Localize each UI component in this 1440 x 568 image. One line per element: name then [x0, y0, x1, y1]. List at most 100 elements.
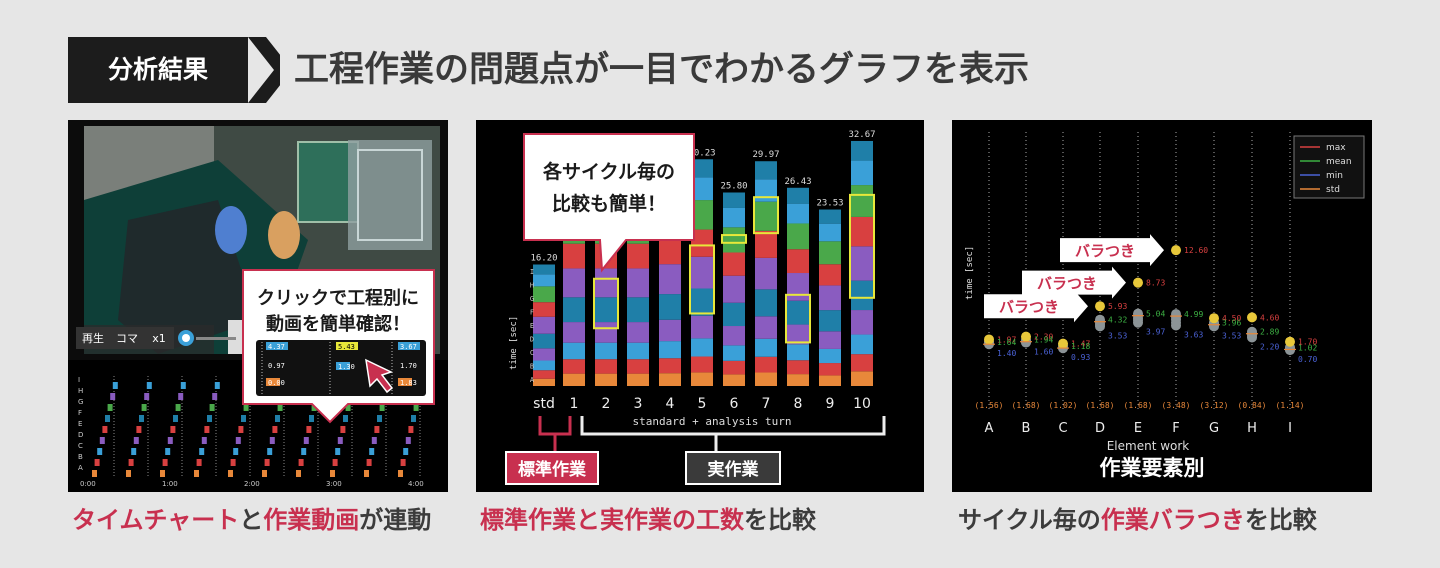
- timechart-step[interactable]: [102, 426, 108, 433]
- scatter-max-point[interactable]: [1095, 301, 1105, 312]
- timechart-step[interactable]: [364, 470, 369, 477]
- bar-segment[interactable]: [533, 316, 555, 334]
- timechart-step[interactable]: [296, 470, 301, 477]
- timechart-step[interactable]: [366, 459, 372, 466]
- timechart-step[interactable]: [267, 448, 273, 455]
- bar-segment[interactable]: [755, 289, 777, 317]
- timechart-step[interactable]: [262, 470, 267, 477]
- timechart-step[interactable]: [269, 437, 275, 444]
- bar-segment[interactable]: [723, 207, 745, 228]
- bar-segment[interactable]: [851, 371, 873, 386]
- timechart-step[interactable]: [272, 426, 278, 433]
- bar-segment[interactable]: [755, 316, 777, 339]
- bar-segment[interactable]: [723, 345, 745, 361]
- timechart-step[interactable]: [139, 415, 144, 422]
- bar-segment[interactable]: [819, 285, 841, 311]
- timechart-step[interactable]: [212, 393, 218, 400]
- bar-segment[interactable]: [691, 338, 713, 357]
- timechart-step[interactable]: [173, 415, 178, 422]
- timechart-step[interactable]: [199, 448, 205, 455]
- bar-segment[interactable]: [659, 294, 681, 320]
- bar-segment[interactable]: [533, 302, 555, 317]
- bar-segment[interactable]: [659, 341, 681, 359]
- timechart-step[interactable]: [309, 415, 314, 422]
- bar-segment[interactable]: [627, 359, 649, 374]
- bar-segment[interactable]: [627, 342, 649, 360]
- bar-segment[interactable]: [755, 338, 777, 357]
- bar-segment[interactable]: [851, 185, 873, 217]
- timechart-step[interactable]: [275, 415, 280, 422]
- bar-segment[interactable]: [563, 342, 585, 360]
- timechart-step[interactable]: [332, 459, 338, 466]
- bar-segment[interactable]: [691, 356, 713, 373]
- bar-segment[interactable]: [563, 243, 585, 269]
- bar-segment[interactable]: [851, 216, 873, 247]
- bar-segment[interactable]: [819, 241, 841, 265]
- timechart-step[interactable]: [170, 426, 176, 433]
- timechart-step[interactable]: [343, 415, 348, 422]
- bar-segment[interactable]: [691, 159, 713, 178]
- bar-segment[interactable]: [533, 274, 555, 287]
- bar-segment[interactable]: [691, 372, 713, 386]
- bar-segment[interactable]: [533, 286, 555, 303]
- scatter-max-point[interactable]: [984, 334, 994, 345]
- timechart-step[interactable]: [235, 437, 241, 444]
- timechart-step[interactable]: [277, 404, 283, 411]
- timechart-step[interactable]: [107, 404, 113, 411]
- bar-segment[interactable]: [595, 268, 617, 298]
- timechart-step[interactable]: [128, 459, 134, 466]
- seek-bar[interactable]: [196, 337, 236, 340]
- bar-segment[interactable]: [533, 333, 555, 349]
- bar-segment[interactable]: [659, 358, 681, 374]
- bar-segment[interactable]: [659, 238, 681, 265]
- bar-segment[interactable]: [691, 200, 713, 230]
- bar-segment[interactable]: [595, 322, 617, 343]
- timechart-step[interactable]: [330, 470, 335, 477]
- timechart-step[interactable]: [214, 382, 220, 389]
- bar-segment[interactable]: [627, 243, 649, 269]
- bar-segment[interactable]: [755, 230, 777, 258]
- speed-button[interactable]: [144, 327, 174, 349]
- bar-segment[interactable]: [723, 275, 745, 303]
- bar-segment[interactable]: [627, 373, 649, 386]
- bar-segment[interactable]: [563, 322, 585, 343]
- timechart-step[interactable]: [175, 404, 181, 411]
- timechart-step[interactable]: [207, 415, 212, 422]
- bar-segment[interactable]: [595, 297, 617, 323]
- bar-segment[interactable]: [627, 268, 649, 298]
- bar-segment[interactable]: [851, 354, 873, 372]
- timechart-step[interactable]: [141, 404, 147, 411]
- timechart-step[interactable]: [337, 437, 343, 444]
- timechart-step[interactable]: [131, 448, 137, 455]
- timechart-step[interactable]: [178, 393, 184, 400]
- scatter-max-point[interactable]: [1285, 336, 1295, 347]
- timechart-step[interactable]: [92, 470, 97, 477]
- bar-segment[interactable]: [563, 373, 585, 386]
- bar-segment[interactable]: [691, 315, 713, 339]
- bar-segment[interactable]: [787, 187, 809, 204]
- bar-segment[interactable]: [787, 360, 809, 375]
- bar-segment[interactable]: [851, 334, 873, 355]
- bar-segment[interactable]: [787, 374, 809, 386]
- bar-segment[interactable]: [851, 246, 873, 281]
- bar-segment[interactable]: [533, 378, 555, 386]
- bar-segment[interactable]: [819, 223, 841, 242]
- bar-segment[interactable]: [723, 227, 745, 253]
- timechart-step[interactable]: [110, 393, 116, 400]
- timechart-step[interactable]: [408, 426, 414, 433]
- timechart-step[interactable]: [403, 448, 409, 455]
- scatter-point[interactable]: [1095, 314, 1105, 325]
- bar-segment[interactable]: [755, 257, 777, 290]
- scatter-max-point[interactable]: [1247, 312, 1257, 323]
- bar-segment[interactable]: [723, 360, 745, 375]
- timechart-step[interactable]: [243, 404, 249, 411]
- bar-segment[interactable]: [595, 373, 617, 386]
- timechart-step[interactable]: [162, 459, 168, 466]
- timechart-step[interactable]: [413, 404, 419, 411]
- timechart-step[interactable]: [201, 437, 207, 444]
- timechart-step[interactable]: [241, 415, 246, 422]
- bar-segment[interactable]: [851, 310, 873, 335]
- timechart-step[interactable]: [230, 459, 236, 466]
- bar-segment[interactable]: [787, 300, 809, 325]
- scatter-max-point[interactable]: [1021, 331, 1031, 342]
